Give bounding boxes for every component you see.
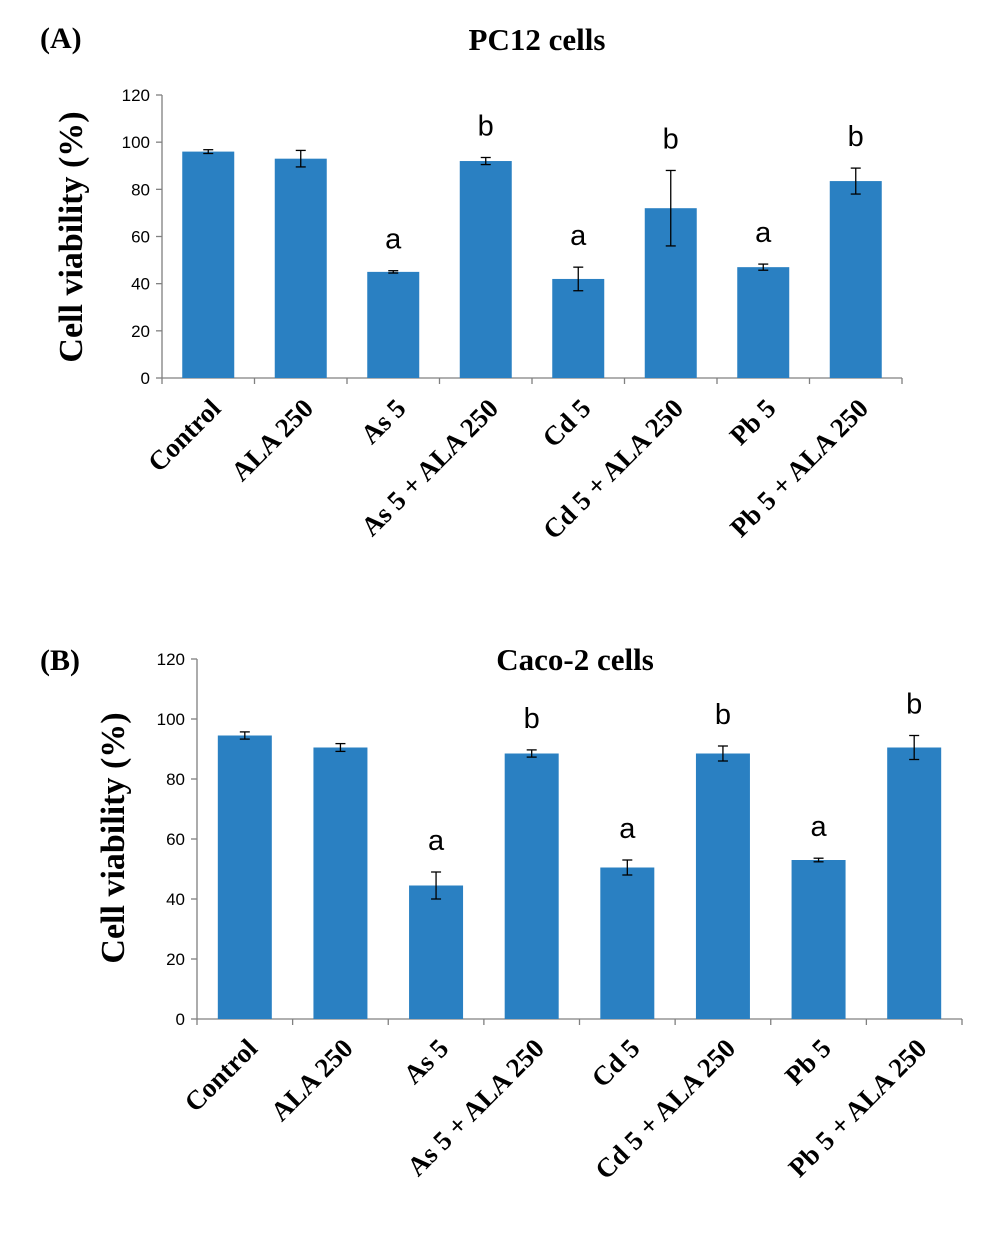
y-tick-label: 80 xyxy=(131,180,150,199)
significance-label: a xyxy=(755,217,772,249)
y-tick-label: 0 xyxy=(141,369,150,388)
x-tick-label: As 5 xyxy=(355,393,412,450)
significance-label: b xyxy=(906,689,922,721)
significance-label: b xyxy=(663,123,679,155)
bar xyxy=(409,885,464,1019)
significance-label: a xyxy=(385,224,402,256)
y-tick-label: 40 xyxy=(166,890,185,909)
bar xyxy=(182,151,235,378)
y-tick-label: 80 xyxy=(166,770,185,789)
significance-label: b xyxy=(848,121,864,153)
significance-label: b xyxy=(715,699,731,731)
x-tick-label: Cd 5 xyxy=(537,393,597,453)
bar xyxy=(829,181,882,378)
y-tick-label: 100 xyxy=(122,133,150,152)
x-tick-label: ALA 250 xyxy=(265,1033,359,1127)
chart-panel-b: (B) Caco-2 cells Cell viability (%) 0 20 4… xyxy=(40,642,963,1185)
x-tick-label: ALA 250 xyxy=(225,393,319,487)
x-tick-label: As 5 xyxy=(398,1033,455,1090)
x-tick-label: Pb 5 xyxy=(779,1033,837,1091)
chart-panel-a: (A) PC12 cells Cell viability (%) 0 20 40 6… xyxy=(40,22,903,545)
x-tick-label: Control xyxy=(179,1033,264,1118)
y-tick-label: 60 xyxy=(166,830,185,849)
chart-title: PC12 cells xyxy=(469,22,606,57)
y-tick-label: 120 xyxy=(122,86,150,105)
significance-label: a xyxy=(428,825,445,857)
y-tick-label: 0 xyxy=(176,1010,185,1029)
panel-label: (B) xyxy=(40,644,80,677)
y-tick-label: 120 xyxy=(157,650,185,669)
bar xyxy=(313,747,368,1019)
x-tick-label: Pb 5 xyxy=(724,393,782,451)
significance-label: a xyxy=(810,811,827,843)
bar xyxy=(459,161,512,378)
panel-label: (A) xyxy=(40,22,82,55)
bar xyxy=(217,735,272,1019)
bars: a b a b a b xyxy=(217,689,942,1019)
bar xyxy=(552,278,605,378)
y-tick-label: 20 xyxy=(131,322,150,341)
significance-label: a xyxy=(570,220,587,252)
y-tick-label: 40 xyxy=(131,275,150,294)
y-axis-label: Cell viability (%) xyxy=(95,712,132,963)
bar xyxy=(600,867,655,1019)
bars: a b a b a b xyxy=(182,110,882,378)
bar xyxy=(367,271,420,378)
bar xyxy=(695,753,750,1019)
y-tick-label: 20 xyxy=(166,950,185,969)
chart-title: Caco-2 cells xyxy=(496,642,654,677)
significance-label: b xyxy=(478,110,494,142)
significance-label: a xyxy=(619,813,636,845)
y-tick-label: 100 xyxy=(157,710,185,729)
bar xyxy=(791,860,846,1019)
significance-label: b xyxy=(524,703,540,735)
bar xyxy=(737,267,790,378)
x-tick-label: Cd 5 xyxy=(586,1033,646,1093)
bar xyxy=(887,747,942,1019)
bar xyxy=(274,158,327,378)
y-axis-label: Cell viability (%) xyxy=(53,111,90,362)
bar xyxy=(504,753,559,1019)
x-tick-label: Control xyxy=(142,393,227,478)
y-tick-label: 60 xyxy=(131,228,150,247)
